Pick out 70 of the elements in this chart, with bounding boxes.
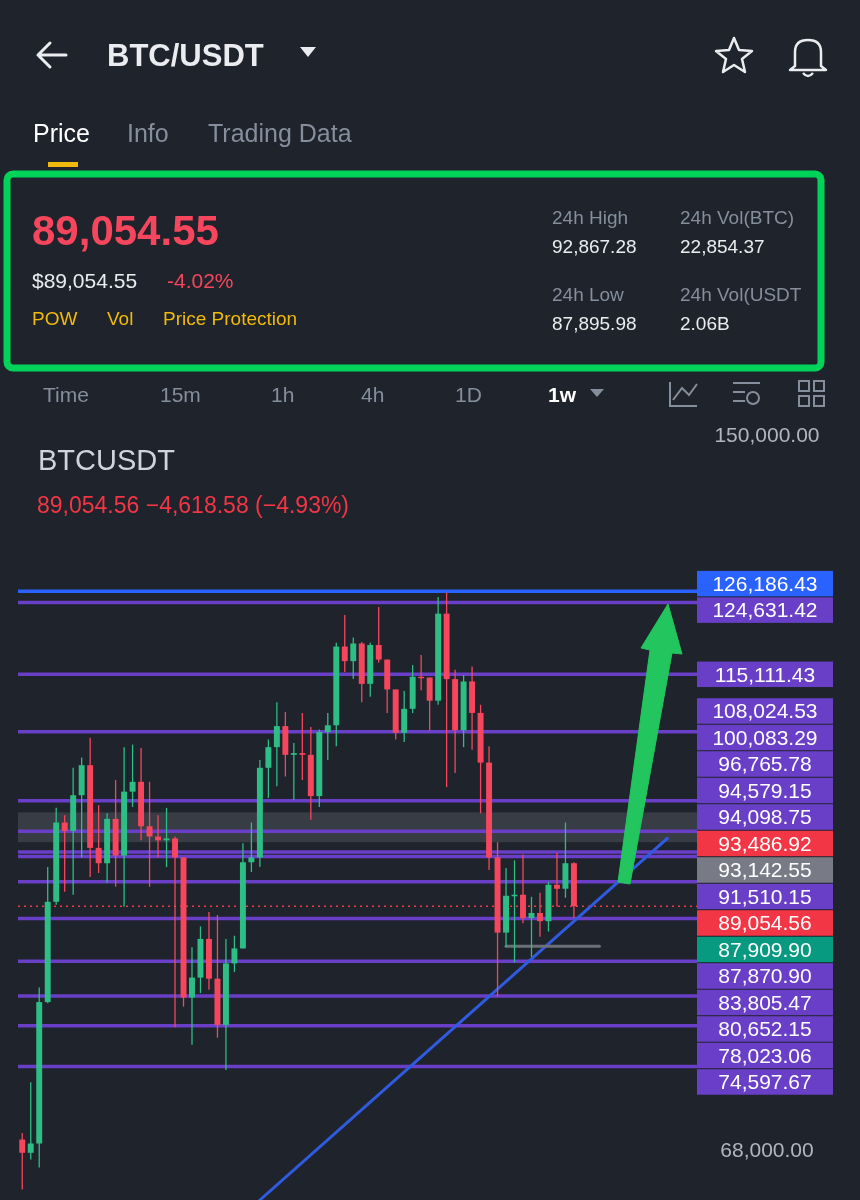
- ref-line-label: 126,186.43: [712, 571, 818, 595]
- candlestick: [324, 712, 331, 761]
- text: 93,486.92: [718, 831, 812, 855]
- candlestick: [189, 946, 195, 1046]
- candlestick: [129, 743, 136, 808]
- candlestick: [273, 701, 280, 787]
- candlestick: [350, 636, 357, 680]
- text: 24h Vol(BTC): [680, 207, 795, 228]
- candlestick: [537, 892, 543, 938]
- candlestick: [426, 676, 433, 731]
- y-tick-label: 150,000.00: [714, 423, 820, 447]
- ref-line-label: 87,870.90: [718, 964, 812, 988]
- candlestick: [265, 738, 272, 799]
- text: 89,054.55: [32, 207, 219, 254]
- ref-line-label: 115,111.43: [714, 662, 816, 686]
- text: 24h High: [552, 207, 629, 228]
- text: 24h Low: [552, 284, 625, 305]
- text: 1D: [455, 383, 482, 406]
- candlestick: [231, 935, 238, 973]
- chart-title: BTCUSDT: [38, 444, 176, 476]
- candlestick: [553, 852, 560, 908]
- text: 2.06B: [680, 313, 730, 334]
- ref-line-label: 83,805.47: [718, 990, 812, 1014]
- y-tick-label: 68,000.00: [720, 1138, 814, 1162]
- candlestick: [163, 807, 170, 868]
- candlestick: [27, 1081, 34, 1161]
- candlestick: [61, 814, 68, 893]
- candlestick: [248, 821, 255, 873]
- text: 89,054.56 −4,618.58 (−4.93%): [37, 492, 350, 518]
- text: Price: [33, 119, 90, 147]
- candlestick: [375, 606, 382, 664]
- ref-line-label: 94,579.15: [718, 778, 812, 802]
- candlestick: [520, 853, 526, 924]
- text: $89,054.55: [32, 269, 138, 292]
- text: BTC/USDT: [107, 38, 264, 73]
- text: 4h: [361, 383, 385, 406]
- text: 1w: [548, 383, 577, 406]
- candlestick: [172, 835, 178, 1028]
- candlestick: [95, 804, 102, 874]
- ref-line-label: 94,098.75: [718, 805, 812, 829]
- ref-line-label: 91,510.15: [718, 884, 812, 908]
- ref-line-label: 78,023.06: [718, 1043, 812, 1067]
- candlestick: [341, 614, 348, 673]
- text: 93,142.55: [718, 858, 812, 882]
- text: 24h Vol(USDT: [680, 284, 802, 305]
- ref-line-label: 124,631.42: [712, 598, 818, 622]
- text: 87,909.90: [718, 937, 812, 961]
- text: Info: [127, 119, 169, 147]
- text: POW: [32, 308, 78, 329]
- ref-line-label: 89,054.56: [718, 911, 812, 935]
- text: 22,854.37: [680, 236, 765, 257]
- text: Trading Data: [208, 119, 352, 147]
- ref-line-label: 108,024.53: [712, 699, 818, 723]
- candlestick: [19, 1132, 26, 1191]
- text: 92,867.28: [552, 236, 637, 257]
- text: -4.02%: [167, 269, 234, 292]
- text: Price Protection: [163, 308, 298, 329]
- ref-line-label: 80,652.15: [718, 1017, 812, 1041]
- text: Time: [43, 383, 89, 406]
- candlestick: [146, 781, 153, 888]
- text: 87,895.98: [552, 313, 637, 334]
- ref-line-label: 96,765.78: [718, 752, 812, 776]
- candlestick: [299, 712, 306, 781]
- ref-line-label: 100,083.29: [712, 725, 818, 749]
- text: 15m: [160, 383, 201, 406]
- text: Vol: [107, 308, 134, 329]
- candlestick: [290, 742, 297, 801]
- text: 1h: [271, 383, 295, 406]
- ref-line-label: 74,597.67: [718, 1070, 812, 1094]
- candlestick: [401, 690, 408, 743]
